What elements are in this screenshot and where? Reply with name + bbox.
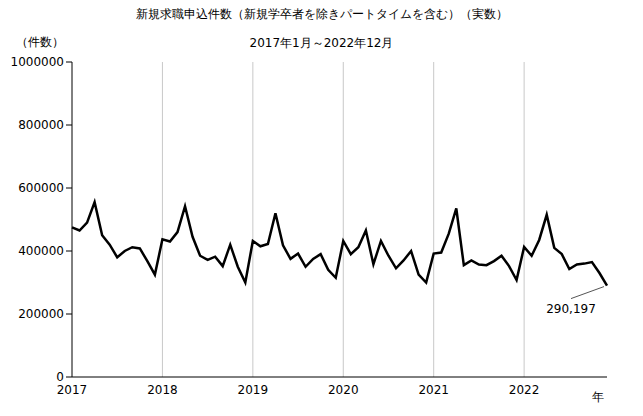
svg-text:2019: 2019: [238, 383, 269, 397]
html-text:2017年1月～2022年12月: 2017年1月～2022年12月: [249, 36, 394, 50]
svg-text:2018: 2018: [147, 383, 178, 397]
svg-text:290,197: 290,197: [546, 302, 596, 316]
svg-text:0: 0: [56, 370, 64, 384]
svg-text:800000: 800000: [18, 118, 64, 132]
svg-text:2021: 2021: [418, 383, 449, 397]
svg-text:1000000: 1000000: [11, 55, 64, 69]
svg-text:2017: 2017: [57, 383, 88, 397]
html-text:（件数）: （件数）: [16, 35, 64, 49]
html-text:年: 年: [592, 390, 604, 404]
svg-text:2022: 2022: [509, 383, 540, 397]
svg-text:200000: 200000: [18, 307, 64, 321]
svg-text:600000: 600000: [18, 181, 64, 195]
html-text:新規求職申込件数（新規学卒者を除きパートタイムを含む）（実数: 新規求職申込件数（新規学卒者を除きパートタイムを含む）（実数）: [135, 7, 508, 21]
svg-text:2020: 2020: [328, 383, 359, 397]
svg-text:400000: 400000: [18, 244, 64, 258]
